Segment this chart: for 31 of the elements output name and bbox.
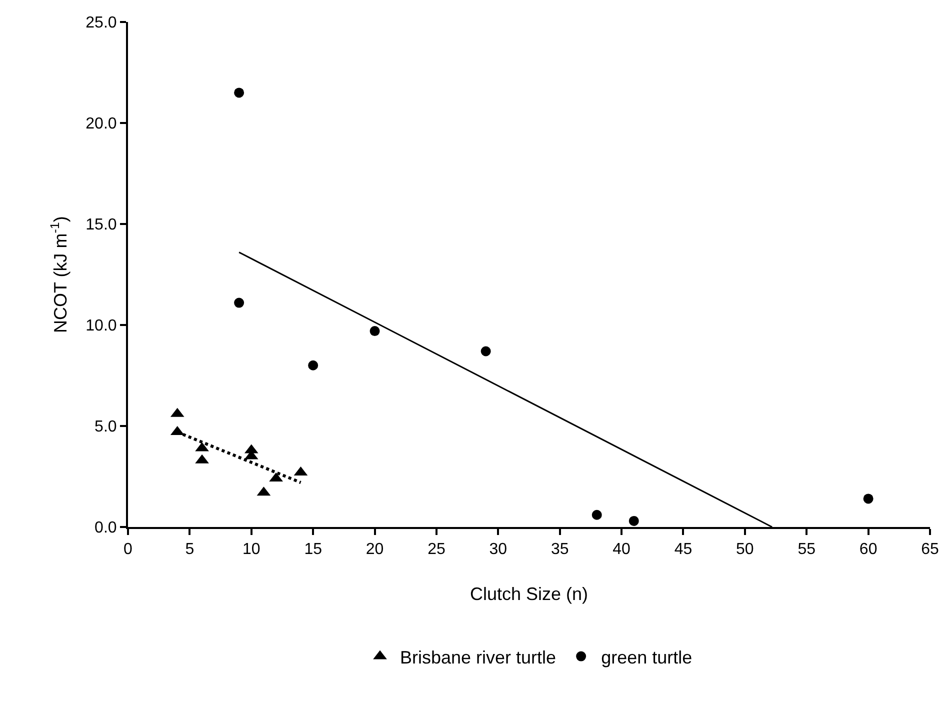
point xyxy=(370,326,380,336)
x-tick-label: 30 xyxy=(489,541,508,558)
x-tick-label: 20 xyxy=(366,541,384,558)
x-tick-label: 35 xyxy=(550,541,569,558)
x-tick-label: 15 xyxy=(304,541,322,558)
point xyxy=(480,346,491,356)
x-tick-label: 0 xyxy=(124,541,133,558)
y-tick-label: 15.0 xyxy=(86,216,117,234)
legend-label: green turtle xyxy=(601,647,692,668)
x-tick-label: 45 xyxy=(674,541,692,558)
y-tick-label: 0.0 xyxy=(94,520,117,537)
y-tick-label: 20.0 xyxy=(86,116,117,133)
legend-label: Brisbane river turtle xyxy=(400,647,556,668)
point xyxy=(628,516,639,526)
point xyxy=(592,510,602,520)
x-tick-label: 5 xyxy=(185,541,194,558)
point xyxy=(234,88,244,98)
y-tick-label: 25.0 xyxy=(86,14,117,32)
x-axis-title: Clutch Size (n) xyxy=(470,584,588,604)
y-tick-label: 10.0 xyxy=(86,318,117,335)
x-tick-label: 60 xyxy=(859,541,878,558)
x-tick-label: 55 xyxy=(798,541,816,558)
point xyxy=(863,494,874,504)
point xyxy=(308,360,318,370)
x-tick-label: 25 xyxy=(428,541,446,558)
x-tick-label: 65 xyxy=(921,541,939,558)
x-tick-label: 40 xyxy=(612,541,631,558)
point xyxy=(234,298,244,308)
x-tick-label: 50 xyxy=(736,541,754,558)
x-tick-label: 10 xyxy=(242,541,260,558)
y-tick-label: 5.0 xyxy=(94,418,117,436)
